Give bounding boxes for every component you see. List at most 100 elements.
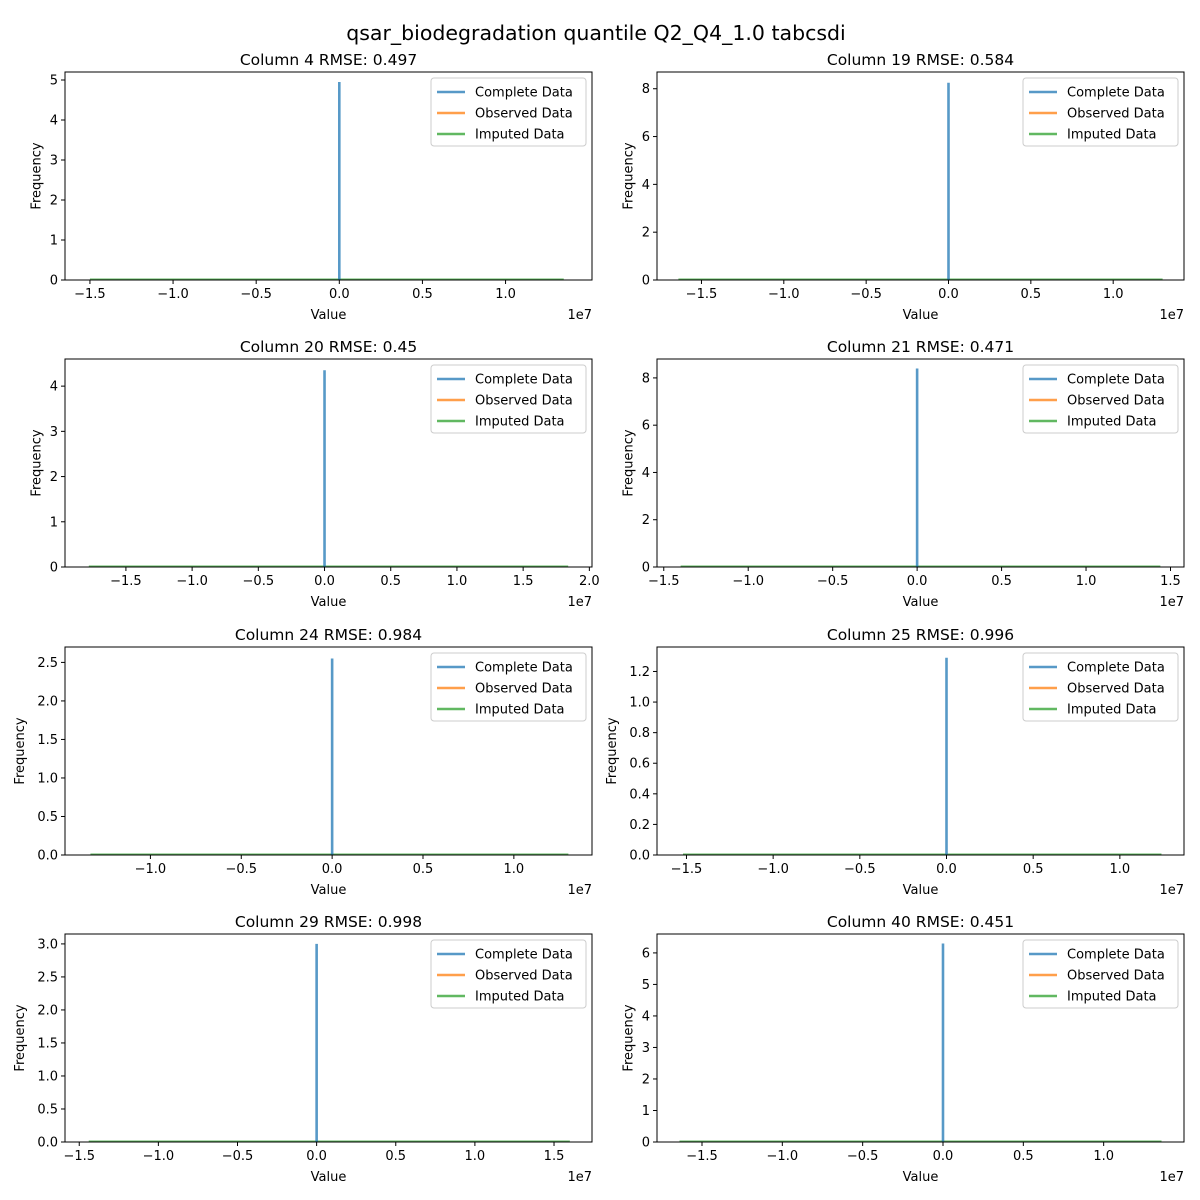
subplot-title: Column 40 RMSE: 0.451 — [827, 913, 1014, 931]
y-tick-label: 3 — [50, 425, 58, 440]
subplot-title: Column 29 RMSE: 0.998 — [235, 913, 422, 931]
plot-frame — [656, 71, 1185, 281]
x-tick-label: −0.5 — [817, 574, 849, 589]
x-tick-label: 1.0 — [1110, 862, 1131, 877]
legend: Complete Data Observed Data Imputed Data — [430, 939, 587, 1009]
x-tick-label: −1.5 — [686, 287, 718, 302]
x-axis-label: Value — [311, 595, 347, 610]
y-axis-label: Frequency — [622, 429, 637, 496]
x-tick-label: −0.5 — [850, 287, 882, 302]
y-axis-label: Frequency — [30, 142, 45, 209]
plot-frame — [64, 358, 593, 568]
subplot-title: Column 19 RMSE: 0.584 — [827, 51, 1014, 69]
y-axis-label: Frequency — [605, 717, 620, 784]
y-tick-label: 0.0 — [37, 1136, 58, 1151]
y-tick-label: 8 — [642, 82, 650, 97]
y-tick-label: 1.0 — [629, 696, 650, 711]
x-tick-label: 0.5 — [412, 287, 433, 302]
legend: Complete Data Observed Data Imputed Data — [1022, 77, 1179, 147]
plot-frame — [656, 933, 1185, 1143]
plot-frame — [656, 646, 1185, 856]
x-axis-label: Value — [311, 1170, 347, 1185]
y-tick-label: 1.5 — [37, 1036, 58, 1051]
y-tick-label: 6 — [642, 130, 650, 145]
x-tick-label: 0.0 — [306, 1149, 327, 1164]
y-axis-label: Frequency — [30, 429, 45, 496]
legend-label-1: Complete Data — [475, 948, 573, 963]
legend-label-3: Imputed Data — [1067, 128, 1157, 143]
plot-frame — [656, 358, 1185, 568]
y-tick-label: 6 — [642, 946, 650, 961]
x-axis-label: Value — [903, 595, 939, 610]
subplot-5: −1.0 −0.5 0.0 0.5 1.0 0.0 0.5 1.0 1.5 2.0 2.5 1e7 Co… — [13, 626, 593, 898]
x-tick-label: −1.5 — [110, 574, 142, 589]
legend-box — [1022, 939, 1179, 1009]
legend: Complete Data Observed Data Imputed Data — [1022, 939, 1179, 1009]
x-tick-label: 1.5 — [1160, 574, 1181, 589]
y-tick-label: 1.0 — [37, 1069, 58, 1084]
x-tick-label: 0.5 — [385, 1149, 406, 1164]
x-axis-label: Value — [903, 308, 939, 323]
legend-label-3: Imputed Data — [475, 415, 565, 430]
x-tick-label: −1.0 — [732, 574, 764, 589]
y-axis-label: Frequency — [13, 1004, 28, 1071]
subplot-grid: −1.5 −1.0 −0.5 0.0 0.5 1.0 0 1 2 3 4 5 1e7 Column 4 R… — [13, 51, 1185, 1185]
y-tick-label: 0.8 — [629, 726, 650, 741]
x-offset-label: 1e7 — [1159, 595, 1184, 610]
x-tick-label: −1.0 — [768, 287, 800, 302]
subplot-title: Column 21 RMSE: 0.471 — [827, 338, 1014, 356]
x-tick-label: −1.0 — [135, 862, 167, 877]
legend-label-1: Complete Data — [1067, 948, 1165, 963]
x-tick-label: −0.5 — [225, 862, 257, 877]
legend-label-3: Imputed Data — [1067, 415, 1157, 430]
subplot-4: −1.5 −1.0 −0.5 0.0 0.5 1.0 1.5 0 2 4 6 8 1e7 Column 2… — [622, 338, 1185, 610]
legend-label-2: Observed Data — [1067, 394, 1165, 409]
y-axis-label: Frequency — [13, 717, 28, 784]
subplot-3: −1.5 −1.0 −0.5 0.0 0.5 1.0 1.5 2.0 0 1 2 3 4 1e7 Colum… — [30, 338, 600, 610]
legend: Complete Data Observed Data Imputed Data — [430, 77, 587, 147]
legend: Complete Data Observed Data Imputed Data — [430, 364, 587, 434]
y-tick-label: 3 — [50, 154, 58, 169]
legend-label-2: Observed Data — [475, 107, 573, 122]
y-tick-label: 0.6 — [629, 757, 650, 772]
subplot-6: −1.5 −1.0 −0.5 0.0 0.5 1.0 0.0 0.2 0.4 0.6 0.8 1.0 1… — [605, 626, 1185, 898]
y-tick-label: 2 — [50, 194, 58, 209]
y-tick-label: 3.0 — [37, 937, 58, 952]
x-tick-label: 1.0 — [495, 287, 516, 302]
y-tick-label: 5 — [642, 978, 650, 993]
y-tick-label: 4 — [50, 380, 58, 395]
legend-label-2: Observed Data — [475, 394, 573, 409]
y-tick-label: 4 — [642, 1009, 650, 1024]
x-offset-label: 1e7 — [1159, 883, 1184, 898]
x-tick-label: 0.0 — [936, 862, 957, 877]
y-tick-label: 1 — [50, 234, 58, 249]
x-axis-label: Value — [311, 883, 347, 898]
x-tick-label: 0.0 — [933, 1149, 954, 1164]
x-offset-label: 1e7 — [1159, 1170, 1184, 1185]
y-tick-label: 1 — [50, 515, 58, 530]
x-tick-label: 1.0 — [1076, 574, 1097, 589]
x-tick-label: 0.5 — [1023, 862, 1044, 877]
subplot-title: Column 24 RMSE: 0.984 — [235, 626, 422, 644]
y-tick-label: 0 — [642, 274, 650, 289]
plot-frame — [64, 71, 593, 281]
legend-label-2: Observed Data — [1067, 107, 1165, 122]
x-offset-label: 1e7 — [567, 883, 592, 898]
x-tick-label: −0.5 — [240, 287, 272, 302]
y-axis-label: Frequency — [622, 1004, 637, 1071]
x-tick-label: −1.5 — [671, 862, 703, 877]
legend-box — [1022, 364, 1179, 434]
legend: Complete Data Observed Data Imputed Data — [1022, 652, 1179, 722]
x-tick-label: 0.5 — [1020, 287, 1041, 302]
x-tick-label: 0.0 — [938, 287, 959, 302]
y-tick-label: 4 — [50, 114, 58, 129]
legend-label-1: Complete Data — [475, 661, 573, 676]
x-axis-label: Value — [903, 1170, 939, 1185]
legend: Complete Data Observed Data Imputed Data — [430, 652, 587, 722]
legend-label-1: Complete Data — [1067, 86, 1165, 101]
x-tick-label: −1.0 — [157, 287, 189, 302]
x-tick-label: 0.0 — [907, 574, 928, 589]
legend-box — [430, 77, 587, 147]
